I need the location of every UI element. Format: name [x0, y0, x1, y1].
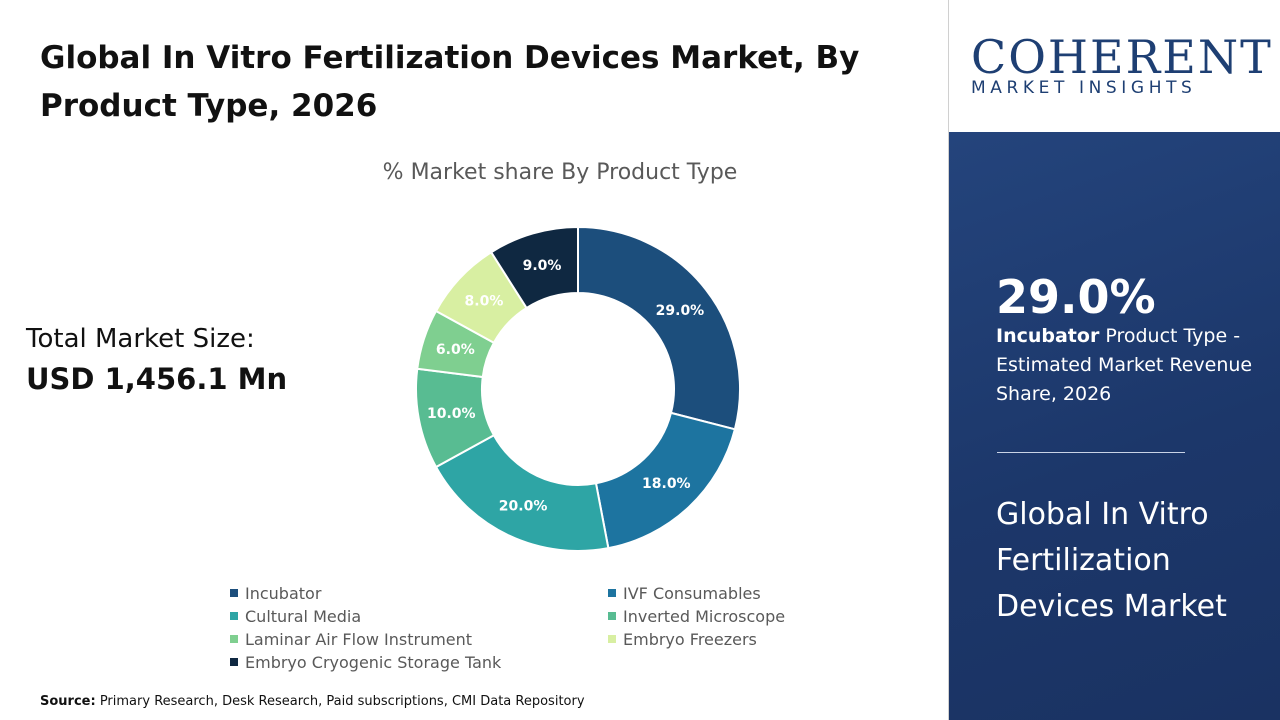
market-size-label: Total Market Size:	[26, 324, 255, 354]
donut-label: 18.0%	[642, 476, 691, 492]
donut-label: 6.0%	[436, 342, 475, 358]
highlight-product: Incubator	[996, 325, 1100, 347]
legend-label: Cultural Media	[245, 606, 362, 626]
chart-title: % Market share By Product Type	[382, 160, 738, 185]
source-label: Source:	[40, 694, 96, 709]
legend-label: Embryo Freezers	[623, 629, 757, 649]
donut-slice-incubator	[577, 225, 741, 431]
donut-chart: 29.0% 18.0% 20.0% 10.0% 6.0% 8.0% 9.0%	[415, 225, 741, 552]
donut-label: 8.0%	[465, 294, 504, 310]
legend-label: IVF Consumables	[623, 583, 761, 603]
summary-panel: COHERENT MARKET INSIGHTS 29.0% Incubator…	[949, 0, 1280, 720]
donut-label: 9.0%	[523, 258, 562, 274]
donut-slice-cultural-media	[434, 433, 610, 552]
chart-legend: Incubator IVF Consumables Cultural Media In…	[230, 582, 850, 673]
legend-swatch	[230, 589, 238, 597]
highlight-description: Incubator Product Type - Estimated Marke…	[996, 322, 1266, 409]
legend-item: Inverted Microscope	[608, 605, 850, 627]
legend-item: Cultural Media	[230, 605, 608, 627]
legend-item: Embryo Cryogenic Storage Tank	[230, 651, 608, 673]
legend-swatch	[608, 612, 616, 620]
legend-label: Embryo Cryogenic Storage Tank	[245, 652, 502, 672]
legend-label: Incubator	[245, 583, 322, 603]
divider	[997, 452, 1185, 453]
donut-label: 20.0%	[499, 499, 548, 515]
donut-label: 10.0%	[427, 406, 476, 422]
logo-wordmark: COHERENT	[971, 30, 1273, 84]
market-name: Global In Vitro Fertilization Devices Ma…	[996, 497, 1227, 624]
donut-slice-embryo-cryogenic-storage-tank	[489, 225, 579, 310]
logo: COHERENT MARKET INSIGHTS	[949, 0, 1280, 132]
market-size-value: USD 1,456.1 Mn	[26, 362, 288, 396]
legend-item: Laminar Air Flow Instrument	[230, 628, 608, 650]
legend-item: Embryo Freezers	[608, 628, 850, 650]
legend-swatch	[230, 658, 238, 666]
highlight-box: 29.0% Incubator Product Type - Estimated…	[949, 132, 1280, 720]
highlight-text: Product Type - Estimated Market Revenue …	[996, 325, 1253, 405]
highlight-percentage: 29.0%	[996, 270, 1156, 324]
legend-label: Laminar Air Flow Instrument	[245, 629, 473, 649]
legend-item: Incubator	[230, 582, 608, 604]
main-panel: Global In Vitro Fertilization Devices Ma…	[26, 0, 949, 720]
source-note: Source: Primary Research, Desk Research,…	[40, 694, 585, 709]
legend-swatch	[608, 589, 616, 597]
legend-label: Inverted Microscope	[623, 606, 786, 626]
legend-swatch	[230, 635, 238, 643]
page-title: Global In Vitro Fertilization Devices Ma…	[40, 40, 860, 124]
legend-swatch	[608, 635, 616, 643]
logo-tagline: MARKET INSIGHTS	[971, 78, 1197, 98]
legend-item: IVF Consumables	[608, 582, 850, 604]
source-text: Primary Research, Desk Research, Paid su…	[95, 694, 585, 709]
legend-swatch	[230, 612, 238, 620]
donut-label: 29.0%	[656, 303, 705, 319]
